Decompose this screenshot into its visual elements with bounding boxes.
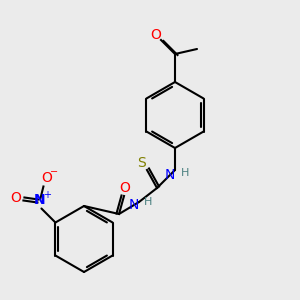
Text: O: O [41,172,52,185]
Text: H: H [144,197,152,207]
Text: −: − [50,167,59,178]
Text: S: S [136,156,146,170]
Text: H: H [181,168,189,178]
Text: N: N [129,198,139,212]
Text: +: + [44,190,51,200]
Text: O: O [120,181,130,195]
Text: N: N [34,194,45,208]
Text: N: N [165,168,175,182]
Text: O: O [10,190,21,205]
Text: O: O [151,28,161,42]
